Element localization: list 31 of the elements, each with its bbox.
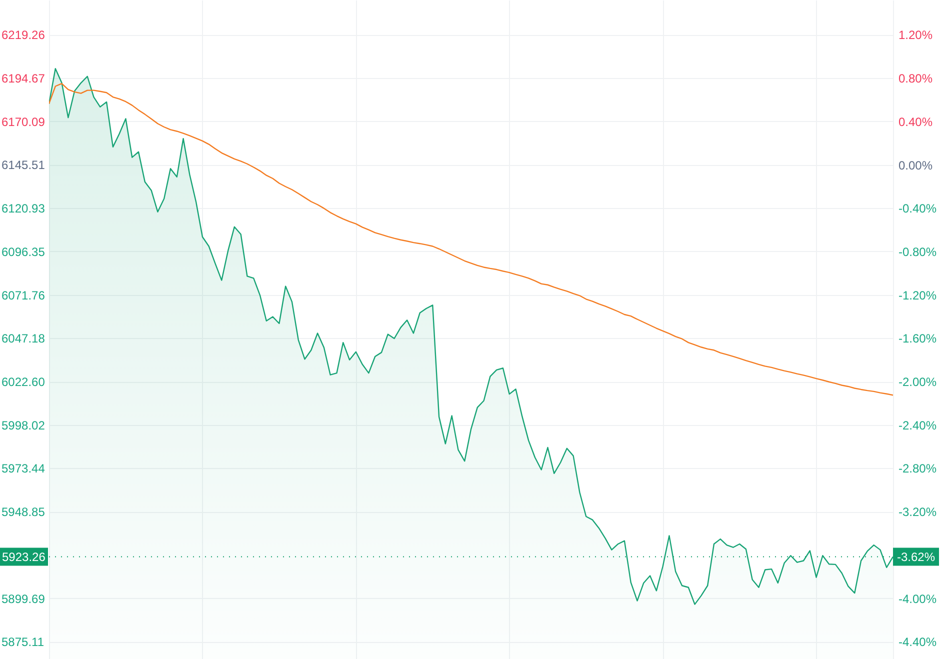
line-series xyxy=(49,83,893,396)
y-tick-label: 6145.51 xyxy=(2,158,46,172)
y-tick-label: 6219.26 xyxy=(2,28,46,42)
y2-tick-label: 0.80% xyxy=(898,72,933,86)
y-tick-label: 6022.60 xyxy=(2,375,46,390)
ref-line-label: 5923.26 xyxy=(2,550,46,564)
y2-tick-label: -2.00% xyxy=(898,375,937,390)
y2-tick-label: -2.80% xyxy=(898,462,937,476)
y2-tick-label: 0.40% xyxy=(898,114,933,129)
y2-tick-label: -2.40% xyxy=(898,418,937,432)
y-tick-label: 6170.09 xyxy=(2,114,46,129)
y-tick-label: 5973.44 xyxy=(2,462,46,476)
y-tick-label: 6194.67 xyxy=(2,72,46,86)
y-tick-label: 5875.11 xyxy=(2,635,44,650)
y2-tick-label: 1.20% xyxy=(898,28,933,42)
y2-tick-label: -1.20% xyxy=(898,288,937,302)
y2-tick-label: 0.00% xyxy=(898,158,933,172)
y2-tick-label: -0.80% xyxy=(898,244,937,259)
text: -3.62% xyxy=(897,550,936,564)
y-tick-label: 6071.76 xyxy=(2,288,46,302)
y2-tick-label: -4.40% xyxy=(898,635,937,650)
y-tick-label: 6096.35 xyxy=(2,244,46,259)
y2-tick-label: -3.20% xyxy=(898,505,937,520)
y2-tick-label: -1.60% xyxy=(898,332,937,346)
y-tick-label: 6120.93 xyxy=(2,202,46,216)
y-tick-label: 5948.85 xyxy=(2,505,46,520)
y2-tick-label: -0.40% xyxy=(898,202,937,216)
y2-tick-label: -4.00% xyxy=(898,592,937,606)
y-tick-label: 6047.18 xyxy=(2,332,46,346)
y-tick-label: 5998.02 xyxy=(2,418,46,432)
y-tick-label: 5899.69 xyxy=(2,592,46,606)
